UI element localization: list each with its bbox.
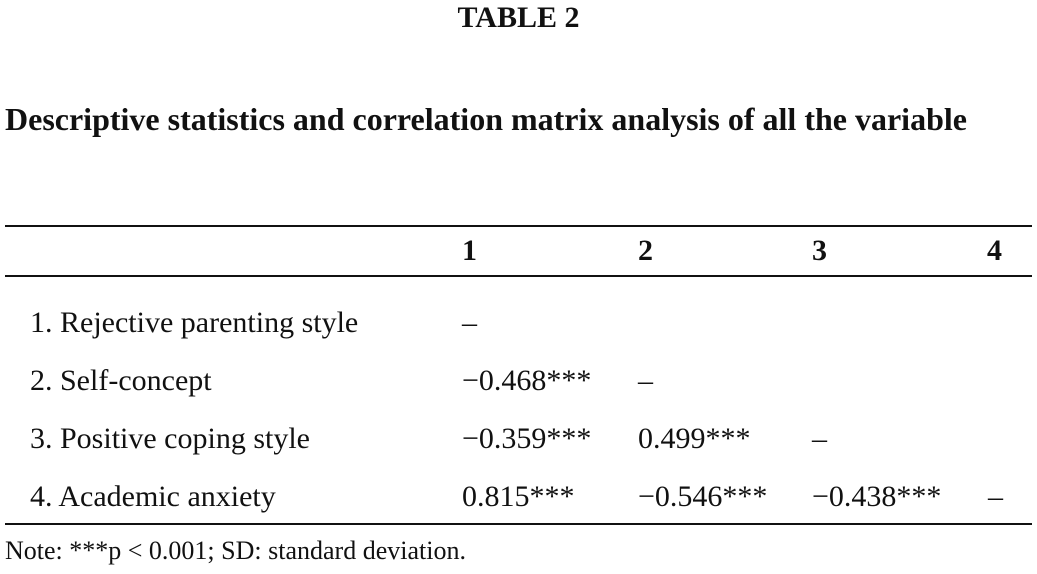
header-rule — [5, 275, 1032, 277]
row-label: 2. Self-concept — [30, 364, 212, 397]
table-cell: −0.359*** — [462, 422, 592, 455]
column-header: 2 — [638, 234, 653, 267]
table-note: Note: ***p < 0.001; SD: standard deviati… — [5, 536, 466, 565]
table-cell: −0.438*** — [812, 480, 942, 513]
table-title: TABLE 2 — [457, 1, 580, 34]
table-cell: 0.815*** — [462, 480, 575, 513]
table-cell: 0.499*** — [638, 422, 751, 455]
column-header: 3 — [812, 234, 827, 267]
column-header: 4 — [987, 234, 1002, 267]
row-label: 3. Positive coping style — [30, 422, 310, 455]
top-rule — [5, 225, 1032, 227]
table-cell: −0.468*** — [462, 364, 592, 397]
table-caption: Descriptive statistics and correlation m… — [5, 101, 967, 137]
row-label: 4. Academic anxiety — [30, 480, 276, 513]
column-header: 1 — [462, 234, 477, 267]
table-cell: – — [638, 364, 653, 397]
table-cell: – — [988, 480, 1003, 513]
table-cell: −0.546*** — [638, 480, 768, 513]
row-label: 1. Rejective parenting style — [30, 306, 359, 339]
bottom-rule — [5, 523, 1032, 525]
table-cell: – — [462, 306, 477, 339]
table-cell: – — [812, 422, 827, 455]
